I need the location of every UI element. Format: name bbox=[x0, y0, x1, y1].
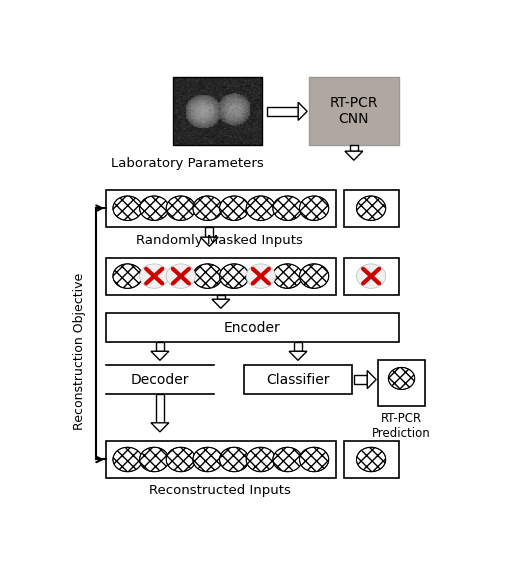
Polygon shape bbox=[212, 299, 230, 308]
Ellipse shape bbox=[246, 264, 276, 288]
Ellipse shape bbox=[220, 447, 249, 472]
Ellipse shape bbox=[113, 447, 142, 472]
Ellipse shape bbox=[166, 264, 195, 288]
Text: Reconstruction Objective: Reconstruction Objective bbox=[73, 273, 86, 430]
Ellipse shape bbox=[273, 196, 302, 220]
Bar bbox=[106, 441, 335, 478]
Ellipse shape bbox=[220, 264, 249, 288]
Bar bbox=[344, 190, 399, 227]
Ellipse shape bbox=[388, 368, 414, 389]
Bar bbox=[350, 145, 358, 151]
Ellipse shape bbox=[193, 264, 222, 288]
Polygon shape bbox=[151, 351, 169, 360]
Text: Encoder: Encoder bbox=[224, 320, 281, 335]
Text: Decoder: Decoder bbox=[130, 373, 189, 386]
Bar bbox=[156, 395, 164, 423]
Ellipse shape bbox=[193, 196, 222, 220]
Ellipse shape bbox=[139, 196, 169, 220]
Ellipse shape bbox=[166, 196, 195, 220]
Ellipse shape bbox=[246, 196, 276, 220]
Ellipse shape bbox=[193, 447, 222, 472]
Polygon shape bbox=[200, 237, 219, 246]
Ellipse shape bbox=[356, 264, 386, 288]
Ellipse shape bbox=[113, 196, 142, 220]
Polygon shape bbox=[298, 102, 307, 121]
Text: Randomly Masked Inputs: Randomly Masked Inputs bbox=[136, 234, 303, 247]
Ellipse shape bbox=[300, 196, 329, 220]
Polygon shape bbox=[289, 351, 307, 360]
Bar bbox=[173, 78, 263, 145]
Text: RT-PCR
Prediction: RT-PCR Prediction bbox=[372, 412, 431, 440]
Bar bbox=[217, 295, 225, 299]
Text: Classifier: Classifier bbox=[266, 373, 330, 386]
Ellipse shape bbox=[273, 264, 302, 288]
Bar bbox=[106, 258, 335, 295]
Bar bbox=[378, 360, 425, 406]
Bar bbox=[344, 258, 399, 295]
Bar bbox=[309, 78, 398, 145]
Ellipse shape bbox=[300, 447, 329, 472]
Ellipse shape bbox=[220, 196, 249, 220]
Ellipse shape bbox=[166, 447, 195, 472]
Polygon shape bbox=[367, 370, 376, 389]
Ellipse shape bbox=[113, 264, 142, 288]
Bar bbox=[205, 227, 213, 237]
Ellipse shape bbox=[356, 447, 386, 472]
Bar bbox=[106, 313, 398, 342]
Ellipse shape bbox=[356, 196, 386, 220]
Bar bbox=[244, 365, 352, 395]
Text: Laboratory Parameters: Laboratory Parameters bbox=[111, 157, 264, 170]
Bar bbox=[106, 190, 335, 227]
Polygon shape bbox=[345, 151, 363, 160]
Bar bbox=[354, 375, 367, 384]
Bar bbox=[344, 441, 399, 478]
Text: Reconstructed Inputs: Reconstructed Inputs bbox=[149, 485, 291, 497]
Ellipse shape bbox=[139, 264, 169, 288]
Polygon shape bbox=[151, 423, 169, 432]
Ellipse shape bbox=[139, 447, 169, 472]
Bar bbox=[294, 342, 302, 351]
Ellipse shape bbox=[246, 447, 276, 472]
Ellipse shape bbox=[300, 264, 329, 288]
Bar bbox=[156, 342, 164, 351]
Ellipse shape bbox=[273, 447, 302, 472]
Bar bbox=[267, 107, 298, 116]
Text: RT-PCR
CNN: RT-PCR CNN bbox=[330, 96, 378, 126]
